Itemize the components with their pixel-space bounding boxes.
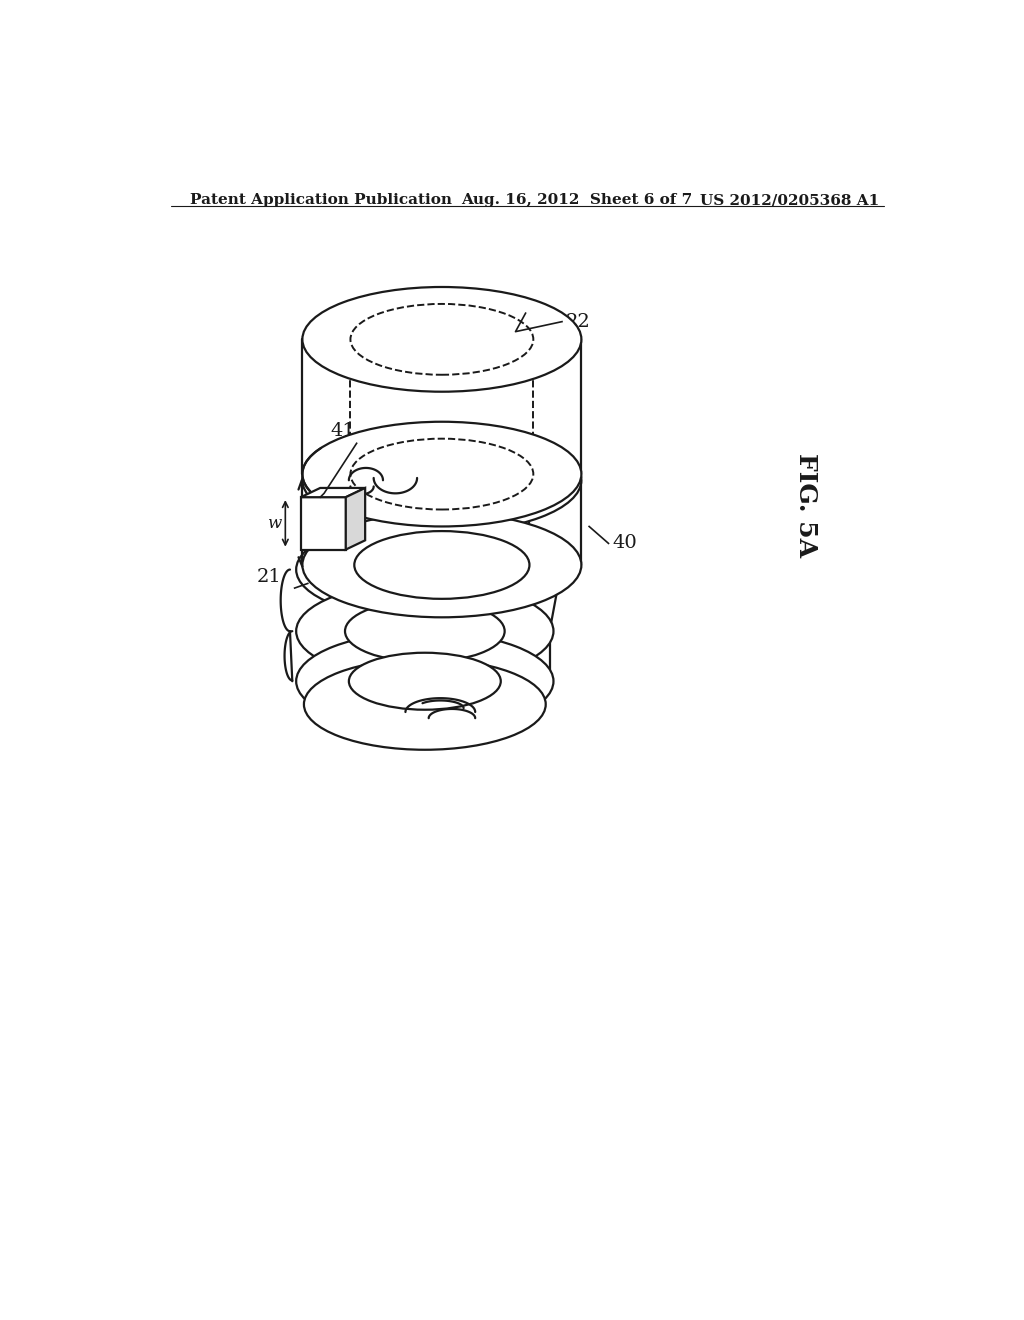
- Ellipse shape: [296, 582, 554, 681]
- Polygon shape: [301, 488, 366, 498]
- Ellipse shape: [345, 539, 505, 601]
- Ellipse shape: [296, 632, 554, 730]
- Ellipse shape: [349, 653, 501, 710]
- Text: FIG. 5A: FIG. 5A: [795, 453, 818, 557]
- Text: US 2012/0205368 A1: US 2012/0205368 A1: [700, 193, 880, 207]
- Text: 22: 22: [566, 313, 591, 330]
- Ellipse shape: [302, 286, 582, 392]
- Ellipse shape: [302, 512, 582, 618]
- Text: w: w: [267, 515, 282, 532]
- Text: 21: 21: [257, 568, 282, 586]
- Ellipse shape: [345, 601, 505, 663]
- Text: t: t: [319, 484, 327, 502]
- Ellipse shape: [296, 520, 554, 619]
- Text: 40: 40: [612, 535, 637, 552]
- Polygon shape: [301, 498, 346, 549]
- Ellipse shape: [302, 422, 582, 527]
- Text: Aug. 16, 2012  Sheet 6 of 7: Aug. 16, 2012 Sheet 6 of 7: [461, 193, 692, 207]
- Ellipse shape: [304, 659, 546, 750]
- Ellipse shape: [354, 531, 529, 599]
- Ellipse shape: [302, 428, 582, 532]
- Ellipse shape: [350, 438, 534, 510]
- Polygon shape: [346, 488, 366, 549]
- Ellipse shape: [354, 446, 529, 513]
- Text: 41: 41: [331, 422, 355, 441]
- Text: Patent Application Publication: Patent Application Publication: [190, 193, 452, 207]
